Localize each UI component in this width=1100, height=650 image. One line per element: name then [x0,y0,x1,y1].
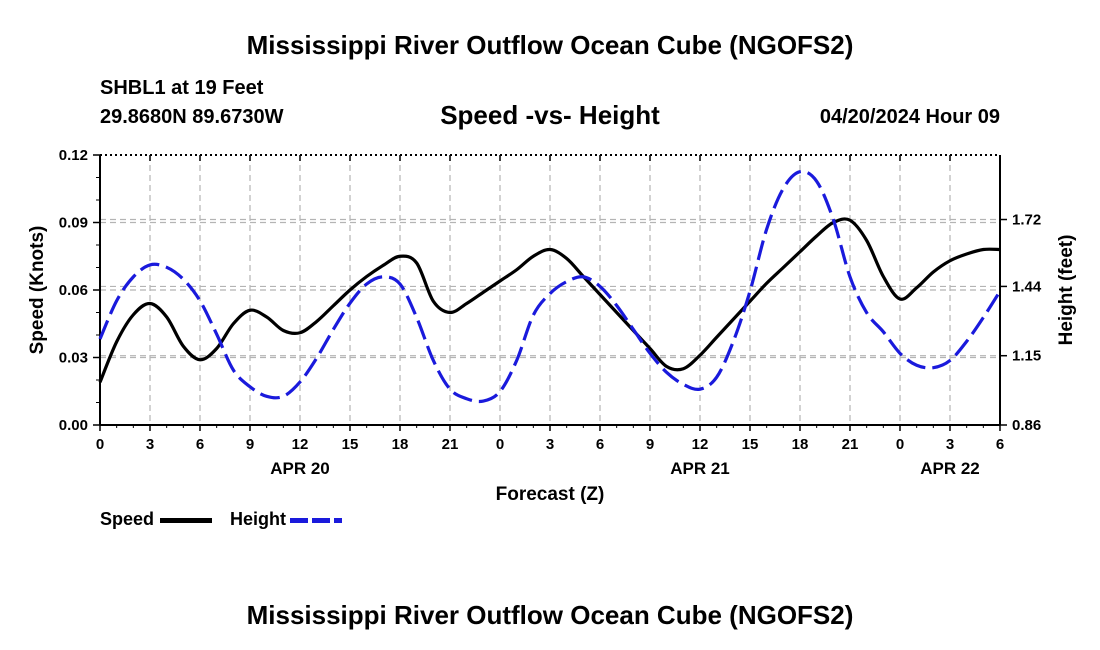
x-tick-label: 15 [742,436,759,453]
y2-tick-label: 1.15 [1012,348,1041,365]
legend-speed-label: Speed [100,509,155,529]
x-tick-label: 9 [646,436,654,453]
forecast-datetime: 04/20/2024 Hour 09 [819,106,1000,128]
y-tick-label: 0.00 [59,417,88,434]
legend-speed-swatch [160,518,212,523]
speed-series-line [98,217,1001,383]
x-tick-label: 0 [896,436,904,453]
date-label: APR 22 [920,459,980,478]
station-label: SHBL1 at 19 Feet [100,77,264,99]
x-tick-label: 6 [196,436,204,453]
y2-tick-label: 1.72 [1012,212,1041,229]
y2-tick-label: 1.44 [1012,278,1042,295]
x-tick-label: 3 [946,436,954,453]
x-tick-label: 18 [392,436,409,453]
chart-title: Mississippi River Outflow Ocean Cube (NG… [246,30,854,60]
height-series-line [98,169,1002,404]
x-tick-label: 21 [442,436,459,453]
y-tick-label: 0.12 [59,147,88,164]
x-tick-label: 0 [496,436,504,453]
date-label: APR 20 [270,459,330,478]
x-tick-label: 15 [342,436,359,453]
x-tick-label: 6 [996,436,1004,453]
coordinates-label: 29.8680N 89.6730W [100,106,284,128]
legend-height-label: Height [230,509,286,529]
chart-subtitle: Speed -vs- Height [440,100,660,130]
x-tick-label: 6 [596,436,604,453]
date-label: APR 21 [670,459,730,478]
x-tick-label: 3 [146,436,154,453]
x-tick-label: 12 [692,436,709,453]
y-tick-label: 0.09 [59,215,88,232]
x-tick-label: 0 [96,436,104,453]
y-axis-title: Speed (Knots) [27,226,48,355]
x-tick-label: 12 [292,436,309,453]
y2-tick-label: 0.86 [1012,417,1041,434]
x-tick-label: 18 [792,436,809,453]
legend-height-swatch [290,518,342,523]
x-tick-label: 9 [246,436,254,453]
x-tick-label: 21 [842,436,859,453]
x-axis-title: Forecast (Z) [496,484,605,505]
y2-axis-title: Height (feet) [1056,235,1077,346]
footer-title: Mississippi River Outflow Ocean Cube (NG… [246,600,854,630]
x-tick-label: 3 [546,436,554,453]
y-tick-label: 0.03 [59,350,88,367]
y-tick-label: 0.06 [59,282,88,299]
